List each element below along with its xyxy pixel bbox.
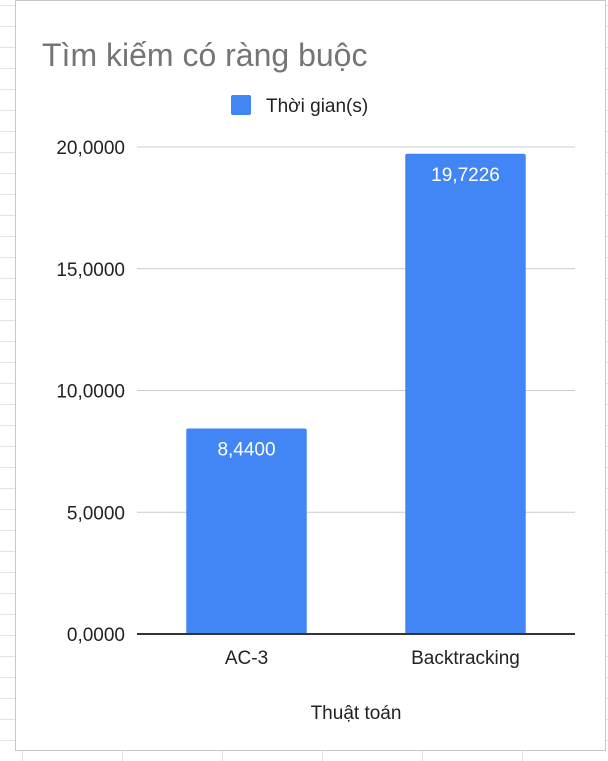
legend: Thời gian(s) (231, 95, 368, 117)
x-axis-title: Thuật toán (311, 703, 402, 724)
data-labels: 8,4400 19,7226 (217, 165, 499, 461)
data-label: 8,4400 (217, 439, 275, 460)
y-tick-label: 15,0000 (56, 260, 125, 281)
bars (186, 153, 526, 634)
x-axis-categories: AC-3 Backtracking (225, 648, 520, 669)
y-axis-ticks: 0,0000 5,0000 10,0000 15,0000 20,0000 (56, 138, 125, 646)
y-tick-label: 0,0000 (67, 625, 125, 646)
y-tick-label: 20,0000 (56, 138, 125, 159)
y-tick-label: 5,0000 (67, 503, 125, 524)
legend-label: Thời gian(s) (266, 96, 368, 117)
bar (405, 153, 526, 634)
data-label: 19,7226 (431, 165, 500, 186)
x-category-label: AC-3 (225, 648, 268, 669)
y-tick-label: 10,0000 (56, 382, 125, 403)
x-category-label: Backtracking (411, 648, 520, 669)
bar (186, 428, 307, 634)
chart-title: Tìm kiếm có ràng buộc (42, 37, 367, 73)
legend-swatch (231, 95, 251, 115)
